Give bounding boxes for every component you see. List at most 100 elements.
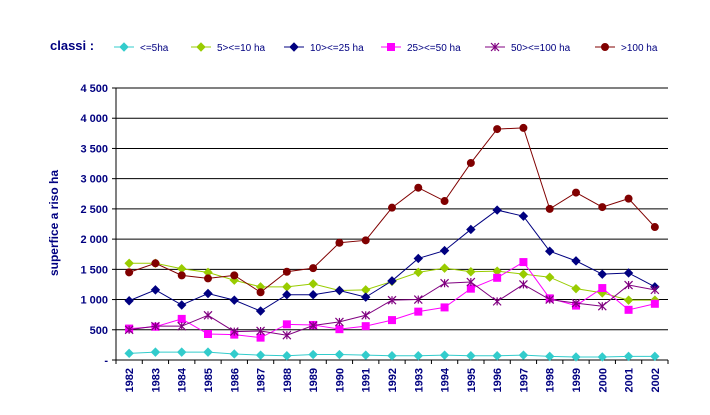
y-tick-label: 1 500 <box>80 264 108 276</box>
y-tick-label: - <box>104 355 108 367</box>
data-point <box>571 298 581 308</box>
x-tick-label: 1998 <box>545 368 557 392</box>
data-point <box>203 310 213 320</box>
data-point <box>545 351 555 362</box>
data-point <box>387 295 397 305</box>
y-tick-label: 4 000 <box>80 113 108 125</box>
data-point <box>572 188 580 197</box>
data-point <box>571 256 581 266</box>
data-point <box>256 288 265 297</box>
data-point <box>624 194 633 203</box>
data-point <box>308 349 318 360</box>
data-point <box>439 263 450 273</box>
data-point <box>650 299 659 308</box>
data-point <box>204 274 212 283</box>
data-point <box>598 203 607 212</box>
y-tick-label: 3 000 <box>80 174 108 186</box>
x-axis-ticks: 1982 1983 1984 1985 1986 1987 1988 1989 1990 1991… <box>115 360 669 392</box>
legend: classi : <=5ha 5><=10 ha 10><=25 ha 25><=50… <box>50 38 658 54</box>
data-point <box>334 285 345 296</box>
x-tick-label: 1982 <box>124 368 136 392</box>
data-point <box>150 347 161 357</box>
data-point <box>335 325 344 334</box>
data-point <box>229 349 239 359</box>
y-tick-label: 1 000 <box>80 295 108 307</box>
legend-item: 50><=100 ha <box>485 42 571 54</box>
data-point <box>518 269 529 279</box>
legend-label: <=5ha <box>140 43 169 54</box>
y-axis-label: superfice a riso ha <box>47 170 61 276</box>
data-point <box>623 351 634 362</box>
x-tick-label: 1993 <box>413 368 425 392</box>
data-point <box>308 279 318 289</box>
y-tick-label: 500 <box>90 325 108 337</box>
y-tick-label: 4 500 <box>80 83 108 95</box>
data-point <box>203 288 213 299</box>
legend-marker <box>387 43 395 51</box>
x-tick-label: 1984 <box>177 367 189 392</box>
x-tick-label: 1999 <box>571 368 583 392</box>
data-point <box>623 268 634 278</box>
x-tick-label: 1986 <box>229 368 241 392</box>
data-point <box>282 320 291 329</box>
data-point <box>150 285 161 295</box>
data-point <box>492 296 502 306</box>
legend-item: 10><=25 ha <box>284 42 364 54</box>
data-point <box>623 295 634 305</box>
data-point <box>414 183 423 192</box>
data-point <box>177 271 186 280</box>
data-point <box>255 350 266 360</box>
x-tick-label: 1992 <box>387 368 399 392</box>
data-point <box>492 205 502 215</box>
data-point <box>177 314 186 323</box>
x-tick-label: 1996 <box>492 368 504 392</box>
x-tick-label: 1987 <box>256 368 268 392</box>
data-point <box>124 348 134 359</box>
data-point <box>177 300 187 310</box>
data-point <box>229 295 239 305</box>
data-point <box>124 258 134 268</box>
series-3 <box>124 205 660 316</box>
data-point <box>151 321 160 331</box>
y-tick-label: 2 500 <box>80 204 108 216</box>
data-point <box>650 351 660 362</box>
data-point <box>518 211 529 221</box>
data-point <box>440 278 449 288</box>
data-point <box>334 349 345 360</box>
data-point <box>124 325 134 335</box>
data-point <box>204 330 212 339</box>
legend-item: 5><=10 ha <box>191 42 266 54</box>
y-axis-ticks: - 500 1 000 1 500 2 000 2 500 3 000 3 500 4 000 4… <box>80 83 116 367</box>
x-tick-label: 2002 <box>650 368 662 392</box>
data-point <box>545 272 555 282</box>
data-point <box>361 322 370 331</box>
x-tick-label: 1983 <box>150 368 162 392</box>
data-point <box>387 351 397 361</box>
x-tick-label: 2001 <box>624 368 636 392</box>
data-point <box>388 203 396 212</box>
data-point <box>519 258 528 267</box>
data-point <box>308 290 318 300</box>
data-point <box>466 351 476 361</box>
data-point <box>151 259 160 268</box>
data-point <box>519 280 528 289</box>
data-point <box>492 351 502 361</box>
x-tick-label: 1985 <box>203 368 215 392</box>
data-point <box>255 306 266 316</box>
data-point <box>230 271 239 280</box>
data-point <box>124 296 134 306</box>
data-point <box>466 158 475 167</box>
data-point <box>256 326 265 336</box>
data-point <box>413 295 423 304</box>
data-point <box>466 267 476 277</box>
series-6 <box>125 123 659 297</box>
data-point <box>519 123 528 132</box>
data-point <box>256 333 265 342</box>
data-point <box>335 317 344 327</box>
data-point <box>229 327 239 337</box>
data-point <box>361 236 370 245</box>
data-point <box>597 301 607 311</box>
data-point <box>439 350 450 360</box>
data-point <box>650 223 659 232</box>
data-point <box>361 292 371 302</box>
